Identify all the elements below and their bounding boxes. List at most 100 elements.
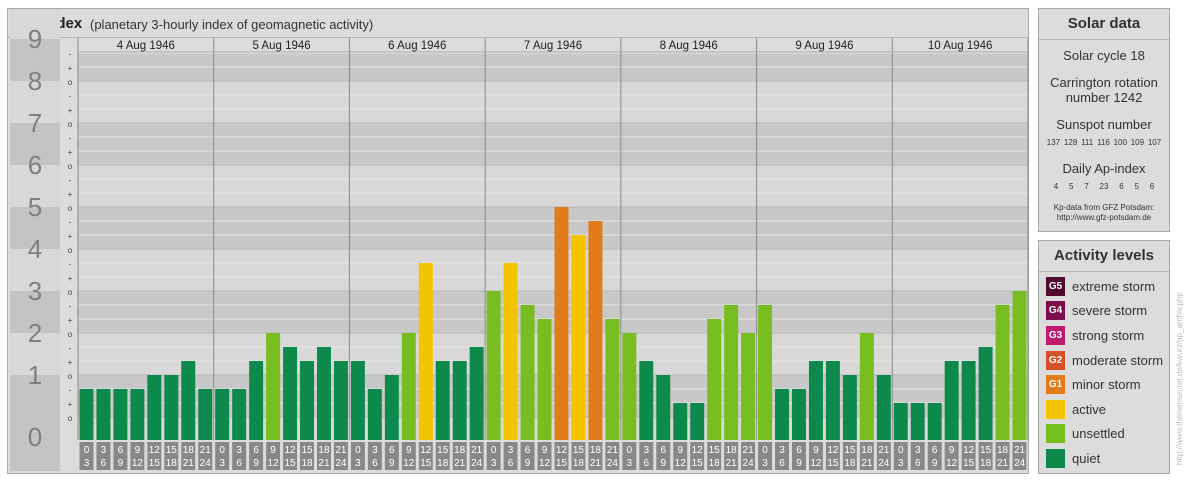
legend-label: extreme storm (1072, 278, 1156, 294)
interval-cell (893, 442, 908, 470)
interval-end-label: 15 (692, 458, 704, 469)
interval-start-label: 21 (335, 445, 347, 456)
interval-start-label: 0 (627, 445, 633, 456)
interval-cell (775, 442, 789, 470)
interval-cell (944, 442, 959, 470)
kp-bar (232, 388, 247, 440)
interval-start-label: 15 (301, 445, 313, 456)
legend-item-unsettled: unsettled (1039, 422, 1169, 447)
kp-bar (113, 388, 128, 440)
legend-swatch-g3: G3 (1046, 325, 1065, 345)
interval-cell (758, 442, 773, 470)
interval-end-label: 3 (84, 458, 90, 469)
kp-bar (367, 388, 382, 440)
interval-cell (215, 442, 230, 470)
sunspot-value: 116 (1097, 138, 1110, 147)
day-label: 7 Aug 1946 (524, 40, 582, 52)
kp-bar (741, 333, 756, 440)
interval-start-label: 0 (491, 445, 497, 456)
interval-cell (656, 442, 671, 470)
interval-start-label: 6 (796, 445, 802, 456)
legend-swatch-g5: G5 (1046, 276, 1065, 296)
interval-start-label: 21 (878, 445, 890, 456)
kp-bar (469, 346, 484, 440)
legend-swatch-active (1046, 399, 1065, 419)
plot-base-band (78, 417, 1028, 440)
interval-end-label: 9 (389, 458, 395, 469)
interval-end-label: 6 (101, 458, 107, 469)
interval-end-label: 21 (861, 458, 873, 469)
interval-end-label: 24 (607, 458, 619, 469)
interval-start-label: 12 (556, 445, 568, 456)
activity-levels-panel: Activity levels G5 extreme storm G4 seve… (1038, 240, 1170, 474)
interval-cell (978, 442, 993, 470)
interval-end-label: 15 (556, 458, 568, 469)
ap-value: 5 (1069, 182, 1074, 191)
y-tick-label: 2 (28, 318, 42, 348)
interval-end-label: 24 (1014, 458, 1026, 469)
interval-start-label: 12 (692, 445, 704, 456)
interval-start-label: 15 (166, 445, 178, 456)
day-header-band (78, 38, 1028, 52)
kp-bar (164, 375, 179, 440)
kp-bar (893, 403, 908, 440)
interval-end-label: 9 (118, 458, 124, 469)
source-link[interactable]: http://www.gfz-potsdam.de (1056, 213, 1152, 222)
interval-cell (113, 442, 128, 470)
interval-start-label: 0 (898, 445, 904, 456)
interval-start-label: 21 (607, 445, 619, 456)
interval-end-label: 3 (491, 458, 497, 469)
interval-start-label: 18 (997, 445, 1009, 456)
solar-data-panel: Solar data Solar cycle 18 Carrington rot… (1038, 8, 1170, 232)
interval-end-label: 6 (236, 458, 242, 469)
interval-cell (181, 442, 196, 470)
day-label: 5 Aug 1946 (252, 40, 310, 52)
ap-index-label: Daily Ap-index (1062, 161, 1146, 176)
kp-bar (249, 361, 264, 440)
carrington-line-1: Carrington rotation (1050, 75, 1158, 90)
interval-end-label: 12 (268, 458, 280, 469)
interval-cell (792, 442, 806, 470)
minor-tick-label: + (68, 106, 73, 115)
minor-tick-label: + (68, 316, 73, 325)
interval-end-label: 18 (301, 458, 313, 469)
interval-cell (961, 442, 976, 470)
interval-start-label: 9 (542, 445, 548, 456)
minor-tick-label: + (68, 400, 73, 409)
interval-cell (588, 442, 603, 470)
kp-bar (198, 388, 213, 440)
legend-swatch-g1: G1 (1046, 375, 1065, 395)
minor-tick-label: o (68, 162, 73, 171)
kp-chart-panel: Kp-index (planetary 3-hourly index of ge… (7, 8, 1029, 474)
interval-start-label: 3 (236, 445, 242, 456)
kp-bar (266, 333, 281, 440)
minor-tick-label: o (68, 330, 73, 339)
interval-end-label: 21 (318, 458, 330, 469)
interval-cell (622, 442, 637, 470)
y-tick-label: 1 (28, 360, 42, 390)
interval-end-label: 9 (525, 458, 531, 469)
interval-cell (486, 442, 501, 470)
ap-value: 6 (1119, 182, 1124, 191)
kp-bar (96, 388, 111, 440)
interval-end-label: 24 (743, 458, 755, 469)
interval-end-label: 6 (779, 458, 785, 469)
data-source-note: Kp-data from GFZ Potsdam: http://www.gfz… (1039, 203, 1169, 223)
interval-cell (283, 442, 298, 470)
sunspot-value: 107 (1147, 138, 1162, 147)
kp-bar (384, 375, 399, 440)
interval-cell (333, 442, 348, 470)
interval-cell (639, 442, 654, 470)
activity-levels-title: Activity levels (1039, 241, 1169, 272)
interval-cell (808, 442, 823, 470)
interval-cell (418, 442, 433, 470)
legend-swatch-quiet (1046, 448, 1065, 468)
kp-bar (758, 304, 773, 440)
interval-end-label: 6 (644, 458, 650, 469)
kp-bar (605, 319, 620, 440)
source-line-1: Kp-data from GFZ Potsdam: (1053, 203, 1155, 212)
interval-start-label: 18 (318, 445, 330, 456)
interval-end-label: 18 (573, 458, 585, 469)
interval-end-label: 15 (284, 458, 296, 469)
interval-start-label: 0 (219, 445, 225, 456)
